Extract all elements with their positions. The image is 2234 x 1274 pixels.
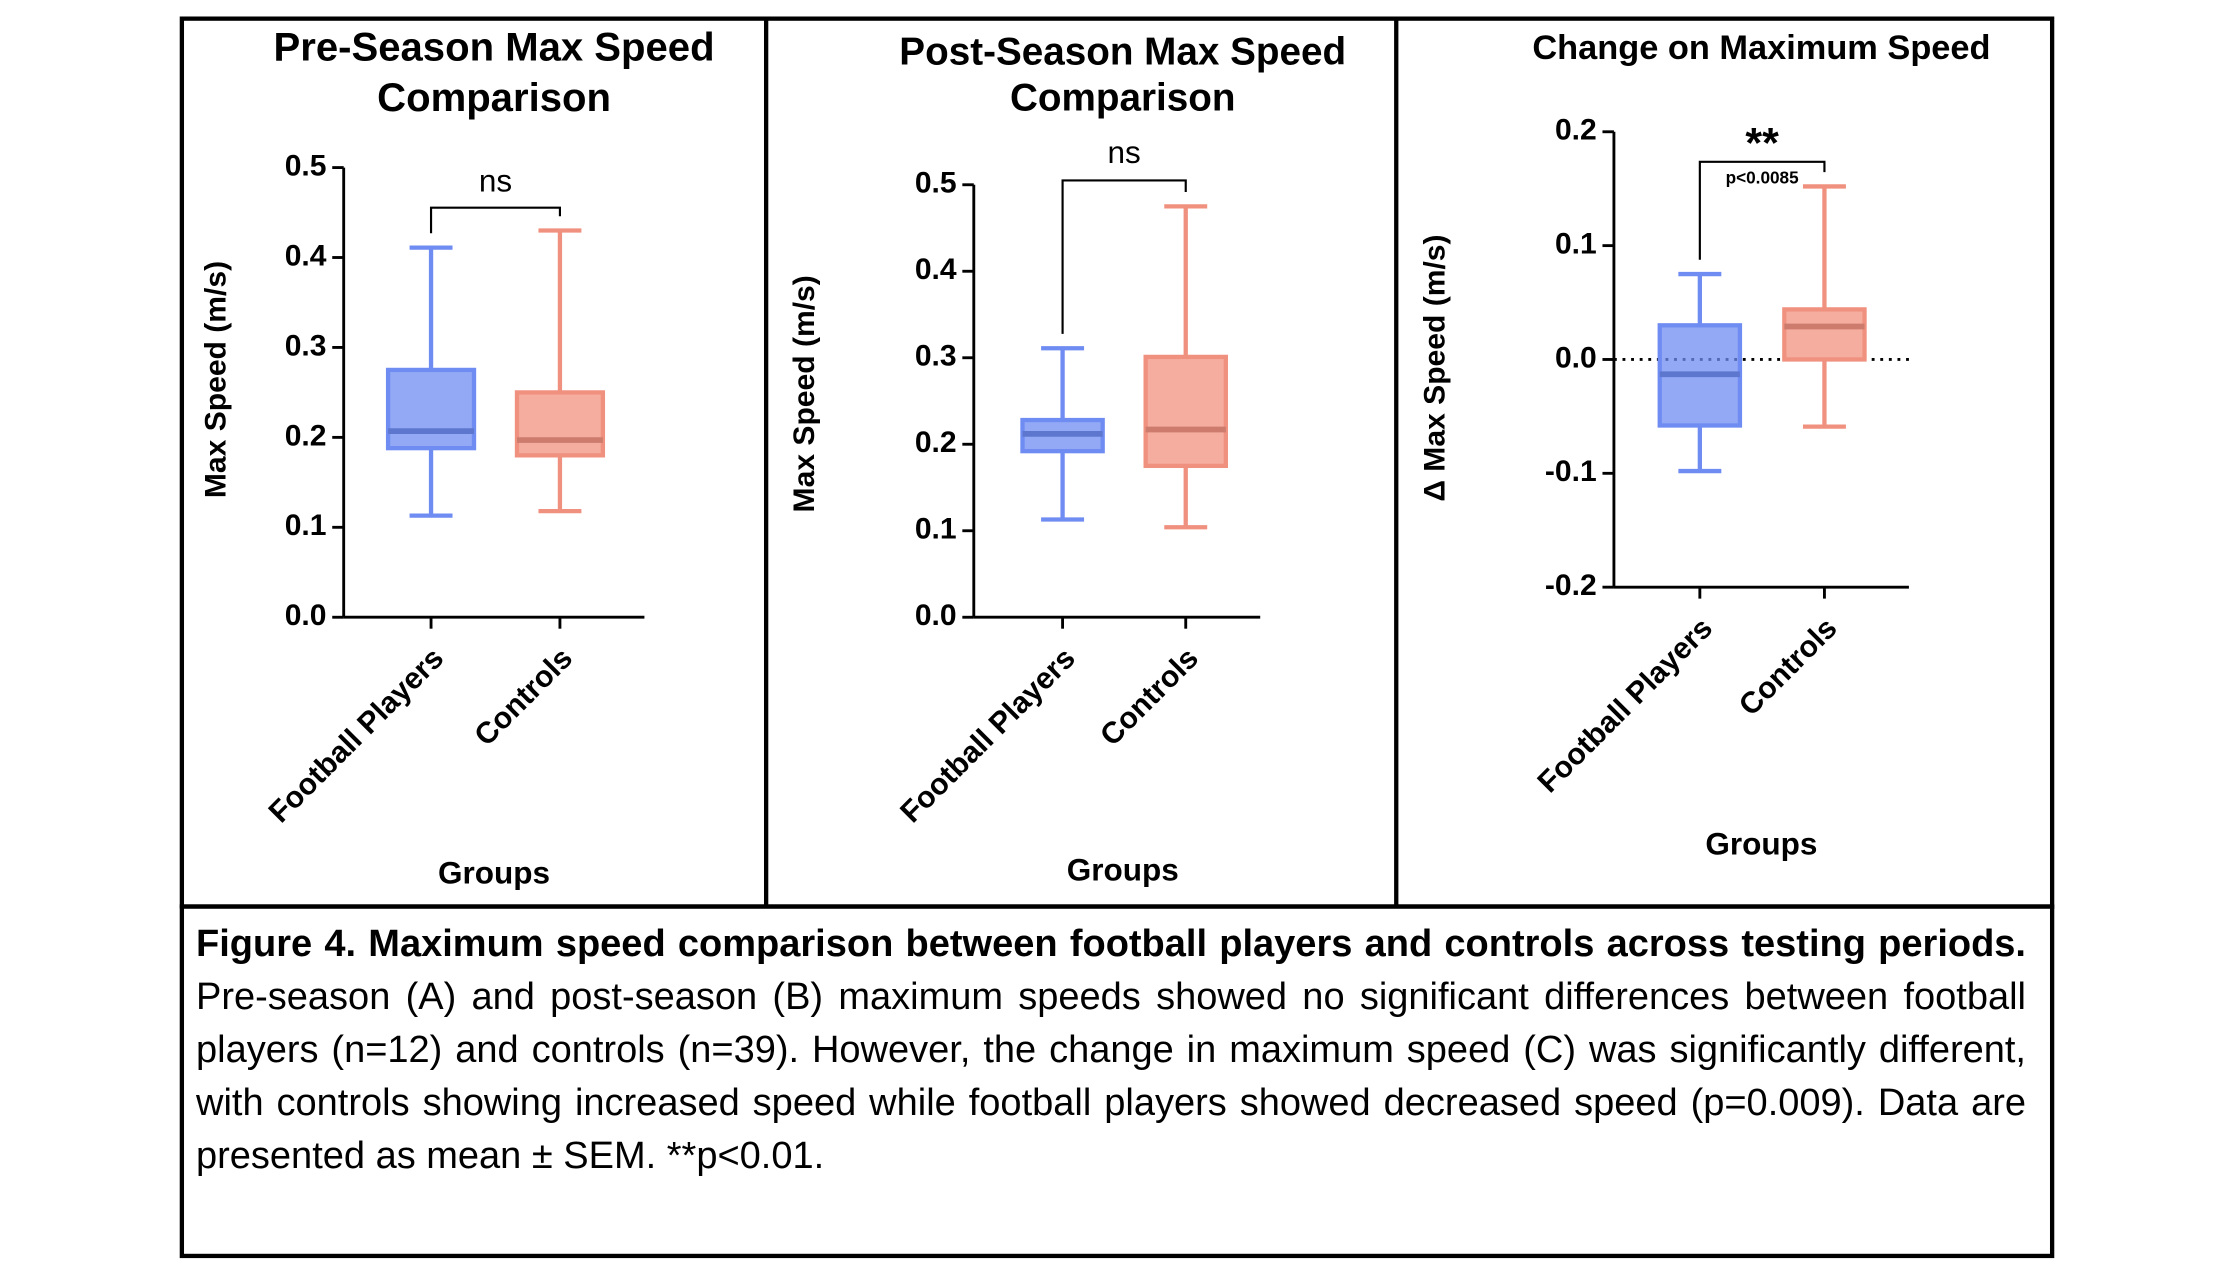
y-tick-label: 0.2 (285, 419, 327, 452)
y-tick-label: 0.3 (915, 340, 957, 373)
significance-bracket (429, 206, 562, 234)
y-tick-label: 0.3 (285, 329, 327, 362)
y-axis-label: Max Speed (m/s) (200, 261, 233, 498)
y-tick-label: 0.0 (1555, 341, 1597, 374)
significance-label: ns (1108, 134, 1141, 170)
y-tick-label: -0.2 (1545, 569, 1597, 602)
x-axis-label: Groups (438, 854, 550, 890)
caption-text: Pre-season (A) and post-season (B) maxim… (196, 976, 2026, 1177)
caption: Figure 4. Maximum speed comparison betwe… (196, 918, 2026, 1183)
box (514, 390, 606, 458)
y-tick-label: 0.4 (915, 253, 957, 286)
y-tick-label: 0.1 (915, 513, 957, 546)
x-axis-label: Groups (1067, 851, 1179, 887)
x-tick-label: Football Players (894, 642, 1082, 830)
y-tick-label: -0.1 (1545, 455, 1597, 488)
y-tick-label: 0.0 (285, 599, 327, 632)
x-tick-label: Controls (468, 642, 579, 753)
box (385, 367, 477, 451)
x-tick-label: Football Players (263, 642, 451, 830)
y-axis-label: Max Speed (m/s) (788, 275, 821, 512)
chart-title: Comparison (1010, 76, 1236, 119)
chart-title: Post-Season Max Speed (899, 31, 1346, 74)
y-tick-label: 0.5 (285, 150, 327, 183)
box (1782, 307, 1867, 362)
x-axis-label: Groups (1705, 826, 1817, 862)
y-tick-label: 0.2 (1555, 114, 1597, 147)
significance-label: ns (479, 163, 512, 199)
y-tick-label: 0.5 (915, 167, 957, 200)
chart-title: Pre-Season Max Speed (274, 26, 715, 70)
significance-bracket (1061, 179, 1187, 334)
chart-title: Comparison (377, 76, 611, 120)
box (1143, 354, 1228, 469)
significance-label: ** (1745, 119, 1779, 167)
y-tick-label: 0.4 (285, 239, 327, 272)
caption-frame (179, 904, 2055, 1259)
y-axis-label: Δ Max Speed (m/s) (1418, 234, 1451, 501)
significance-bracket (1698, 160, 1826, 260)
y-tick-label: 0.1 (1555, 228, 1597, 261)
y-tick-label: 0.1 (285, 509, 327, 542)
p-value-label: p<0.0085 (1726, 168, 1799, 188)
y-tick-label: 0.0 (915, 599, 957, 632)
x-tick-label: Controls (1733, 612, 1844, 723)
x-tick-label: Football Players (1531, 612, 1719, 800)
x-tick-label: Controls (1094, 642, 1205, 753)
caption-label: Figure 4. Maximum speed comparison betwe… (196, 923, 2026, 965)
chart-title: Change on Maximum Speed (1532, 29, 1990, 67)
y-tick-label: 0.2 (915, 426, 957, 459)
